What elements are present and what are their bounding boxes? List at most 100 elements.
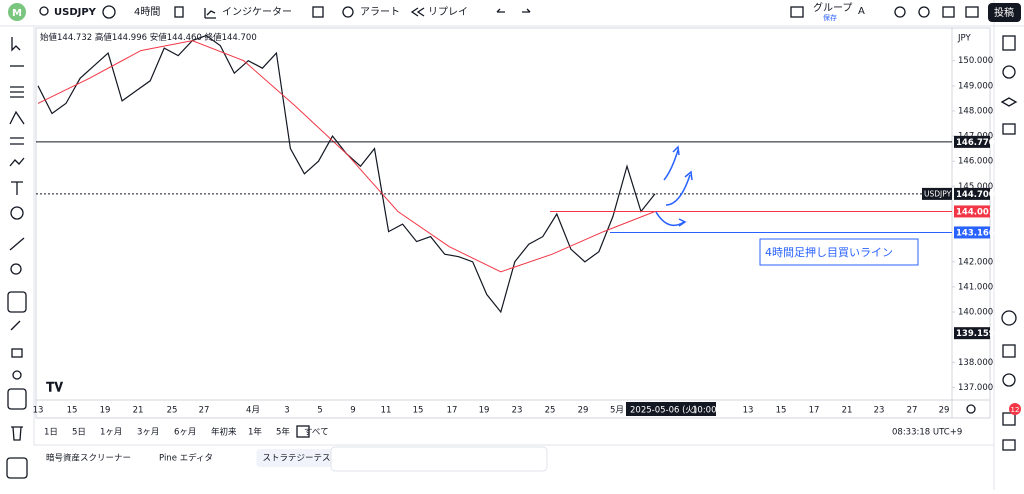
cursor-tool[interactable] (11, 37, 21, 52)
chart-type-icon[interactable] (174, 6, 184, 18)
range-button[interactable]: 1日 (44, 428, 58, 438)
plot (36, 34, 952, 314)
alerts-icon[interactable] (1002, 65, 1016, 79)
y-tick-label: 140.000 (958, 308, 993, 318)
layout-icon[interactable] (790, 6, 804, 18)
moving-average (37, 40, 656, 273)
indicators[interactable]: インジケーター (222, 6, 292, 18)
range-button[interactable]: 年初来 (211, 427, 237, 438)
x-tick-label: 13 (743, 406, 754, 416)
x-tick-label: 19 (100, 406, 111, 416)
alert-icon[interactable] (342, 6, 354, 18)
interval[interactable]: 4時間 (134, 6, 160, 18)
forecast-tool[interactable] (9, 157, 25, 167)
trash-tool[interactable] (11, 426, 23, 441)
logo: 𝐓𝐕 (46, 381, 63, 396)
measure-tool[interactable] (10, 137, 24, 145)
post-button[interactable] (988, 3, 1021, 22)
x-tick-label: 27 (907, 406, 918, 416)
range-button[interactable]: すべて (304, 428, 329, 438)
brush-tool[interactable] (10, 320, 21, 331)
price-tag (954, 327, 990, 340)
avatar[interactable] (8, 3, 26, 21)
search-icon[interactable] (39, 6, 49, 16)
indicator-icon[interactable] (204, 8, 216, 19)
x-tick-label: 23 (512, 406, 523, 416)
tab[interactable]: ストラテジーテスター (263, 454, 348, 464)
ruler-tool[interactable] (9, 237, 25, 251)
lock-tool[interactable] (11, 348, 23, 358)
text-tool[interactable] (11, 181, 23, 195)
avatar-letter: M (12, 8, 22, 19)
range-button[interactable]: 5年 (276, 427, 290, 438)
currency[interactable]: JPY (957, 34, 971, 44)
magnet-tool[interactable] (7, 291, 27, 313)
camera-icon[interactable] (965, 6, 979, 18)
price-tag (954, 135, 990, 148)
range-button[interactable]: 6ヶ月 (174, 428, 196, 438)
ohlc: 始値144.732 高値144.996 安値144.460 終値144.700 (40, 32, 257, 43)
layout-icon[interactable] (312, 6, 324, 18)
date-range-icon[interactable] (296, 425, 310, 438)
font-button[interactable]: A (858, 6, 865, 17)
y-tick-label: 149.000 (958, 81, 993, 91)
replay-icon[interactable] (410, 7, 425, 17)
calendar-icon[interactable] (1002, 344, 1016, 358)
ohlc-value: 終値144.700 (205, 32, 257, 43)
add-icon[interactable] (102, 5, 116, 19)
symbol[interactable]: USDJPY (54, 7, 97, 18)
fullscreen-icon[interactable] (942, 6, 955, 18)
price-line (37, 34, 656, 314)
emoji-tool[interactable] (10, 206, 24, 220)
x-tick-label: 15 (413, 406, 424, 416)
pattern-tool[interactable] (9, 110, 25, 125)
layers-icon[interactable] (1000, 97, 1018, 107)
annotation: 4時間足押し目買いライン (765, 245, 893, 259)
x-tick-label: 15 (67, 406, 78, 416)
range-button[interactable]: 3ヶ月 (137, 428, 159, 438)
chat-icon[interactable] (1002, 123, 1016, 135)
alert[interactable]: アラート (360, 6, 400, 18)
settings-icon[interactable] (918, 6, 930, 18)
fib-tool[interactable] (10, 86, 24, 98)
y-tick-label: 145.000 (958, 182, 993, 192)
cursor-time: 10:00 (692, 406, 717, 416)
x-tick-label: 4月 (246, 406, 260, 416)
visibility-tool[interactable] (12, 370, 22, 380)
favorites-tool[interactable] (6, 457, 28, 479)
sidebar (1000, 35, 1018, 451)
range-button[interactable]: 1ヶ月 (100, 428, 122, 438)
y-tick-label: 148.000 (958, 106, 993, 116)
ohlc-value: 始値144.732 (40, 32, 92, 43)
help-icon[interactable] (1002, 439, 1016, 451)
tab[interactable]: Pine エディタ (159, 453, 213, 464)
cursor-date-box (626, 402, 716, 416)
watchlist-icon[interactable] (1002, 35, 1016, 51)
price-tag-label: 139.159 (956, 329, 995, 339)
ohlc-value: 安値144.460 (150, 32, 202, 43)
undo-icon[interactable] (496, 8, 505, 13)
x-tick-label: 23 (874, 406, 885, 416)
settings-icon[interactable] (894, 6, 906, 18)
price-tag (954, 187, 990, 200)
redo-icon[interactable] (522, 8, 531, 13)
chart-frame (35, 27, 991, 419)
price-tag-label: 144.001 (956, 207, 995, 217)
notifications-icon[interactable] (1002, 412, 1016, 426)
link-tool[interactable] (7, 388, 27, 410)
ideas-icon[interactable] (1001, 310, 1017, 326)
group[interactable]: グループ (813, 1, 852, 14)
tab[interactable]: 暗号資産スクリーナー (46, 453, 131, 464)
axis-settings[interactable] (966, 404, 976, 414)
x-tick-label: 5 (317, 406, 322, 416)
range-button[interactable]: 5日 (72, 428, 86, 438)
replay[interactable]: リプレイ (428, 6, 468, 18)
clock-icon[interactable] (1002, 373, 1016, 387)
y-tick-label: 137.000 (958, 383, 993, 393)
save[interactable]: 保存 (823, 13, 837, 22)
x-tick-label: 25 (167, 406, 178, 416)
zoom-tool[interactable] (10, 263, 22, 275)
range-button[interactable]: 1年 (248, 427, 262, 438)
x-tick-label: 27 (199, 406, 210, 416)
y-tick-label: 146.000 (958, 157, 993, 167)
